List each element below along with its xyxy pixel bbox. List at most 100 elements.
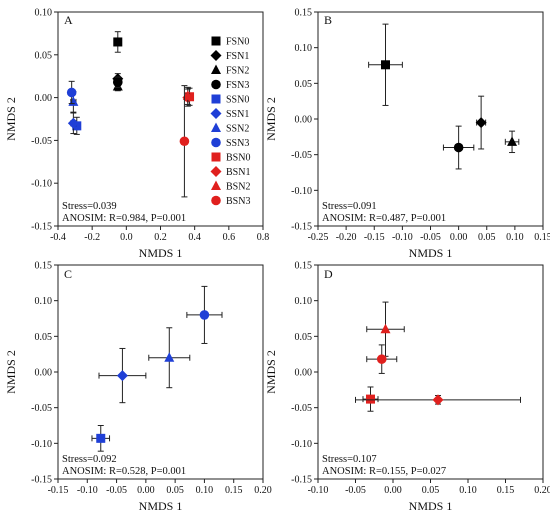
x-tick-label: 0.10 xyxy=(459,485,477,496)
x-tick-label: -0.15 xyxy=(48,485,69,496)
x-tick-label: 0.15 xyxy=(225,485,243,496)
y-tick-label: 0.15 xyxy=(295,8,313,19)
y-tick-label: 0.00 xyxy=(35,93,53,104)
x-tick-label: 0.10 xyxy=(196,485,214,496)
y-tick-label: -0.15 xyxy=(291,475,312,486)
panel-c: -0.15 -0.10 -0.05 0.00 0.05 0.10 0.15 0.20 -0.15… xyxy=(4,261,272,514)
plot-frame xyxy=(317,264,544,480)
x-tick-label: -0.10 xyxy=(308,485,329,496)
legend-marker xyxy=(210,108,222,119)
legend-label: FSN1 xyxy=(226,51,249,62)
data-point-ssn2 xyxy=(148,327,191,389)
circle-marker xyxy=(199,310,210,320)
y-tick-label: -0.15 xyxy=(31,475,52,486)
data-point-fsn0 xyxy=(368,23,403,106)
data-point-fsn0 xyxy=(113,31,123,53)
diamond-marker xyxy=(475,117,487,129)
x-tick-label: 0.6 xyxy=(223,232,236,243)
triangle-marker xyxy=(507,136,518,146)
data-point-fsn1 xyxy=(475,95,487,150)
legend-label: BSN1 xyxy=(226,167,250,178)
legend-marker xyxy=(211,64,221,74)
data-point-ssn0 xyxy=(91,425,111,452)
legend-item-bsn3: BSN3 xyxy=(211,195,250,207)
anosim-text: ANOSIM: R=0.984, P=0.001 xyxy=(62,213,186,224)
legend-marker xyxy=(211,122,221,132)
panel-a: -0.4 -0.2 0.0 0.2 0.4 0.6 0.8 -0.15 -0.10 -0.05 0.… xyxy=(4,8,269,261)
circle-marker xyxy=(179,136,190,147)
y-tick-label: -0.10 xyxy=(291,439,312,450)
x-tick-label: 0.20 xyxy=(254,485,272,496)
data-point-bsn1 xyxy=(355,394,521,406)
x-tick-label: -0.20 xyxy=(336,232,357,243)
legend-marker xyxy=(210,166,222,177)
y-axis-label: NMDS 2 xyxy=(264,350,278,394)
y-tick-label: -0.10 xyxy=(31,439,52,450)
x-tick-label: 0.20 xyxy=(534,485,550,496)
square-marker xyxy=(381,60,390,70)
y-tick-label: 0.10 xyxy=(35,8,53,19)
x-tick-label: 0.15 xyxy=(534,232,550,243)
legend-item-fsn0: FSN0 xyxy=(211,36,249,48)
legend-label: FSN2 xyxy=(226,66,249,77)
data-point-fsn2 xyxy=(504,130,520,154)
y-axis-label: NMDS 2 xyxy=(4,97,18,141)
y-tick-label: 0.15 xyxy=(35,261,53,272)
y-axis-label: NMDS 2 xyxy=(4,350,18,394)
legend-label: FSN0 xyxy=(226,37,249,48)
y-tick-label: -0.05 xyxy=(291,150,312,161)
data-point-bsn3 xyxy=(179,85,190,198)
circle-marker xyxy=(112,77,123,87)
y-tick-label: -0.05 xyxy=(291,403,312,414)
y-tick-label: 0.05 xyxy=(35,50,53,61)
legend-item-ssn1: SSN1 xyxy=(210,108,249,120)
x-tick-label: -0.15 xyxy=(364,232,385,243)
legend-item-fsn2: FSN2 xyxy=(211,64,249,77)
data-point-bsn2 xyxy=(182,86,193,105)
panel-d: -0.10 -0.05 0.00 0.05 0.10 0.15 0.20-0.15-0.10… xyxy=(264,261,550,514)
anosim-text: ANOSIM: R=0.155, P=0.027 xyxy=(322,466,446,477)
x-axis-label: NMDS 1 xyxy=(409,246,453,260)
x-tick-label: 0.4 xyxy=(188,232,201,243)
x-tick-label: 0.15 xyxy=(497,485,515,496)
panel-letter: A xyxy=(64,13,73,27)
y-tick-label: 0.15 xyxy=(295,261,313,272)
plot-frame xyxy=(57,264,264,480)
legend-marker xyxy=(211,180,221,190)
data-point-bsn0 xyxy=(362,386,379,412)
data-point-ssn1 xyxy=(98,347,147,404)
x-tick-label: 0.00 xyxy=(450,232,468,243)
legend: FSN0 FSN1 FSN2 FSN3 SSN0 SSN1 SSN2 SSN3 BSN0 BSN1… xyxy=(210,36,250,207)
x-tick-label: -0.10 xyxy=(77,485,98,496)
legend-marker xyxy=(211,137,221,148)
legend-marker xyxy=(211,195,221,206)
y-tick-label: -0.15 xyxy=(291,222,312,233)
data-point-ssn3 xyxy=(66,80,77,105)
triangle-marker xyxy=(164,352,175,362)
x-tick-label: 0.2 xyxy=(154,232,167,243)
stress-text: Stress=0.092 xyxy=(62,454,117,465)
y-tick-label: -0.10 xyxy=(291,186,312,197)
stress-text: Stress=0.091 xyxy=(322,201,377,212)
legend-item-fsn3: FSN3 xyxy=(211,79,249,91)
diamond-marker xyxy=(432,394,444,406)
plot-frame xyxy=(317,11,544,227)
x-tick-label: -0.4 xyxy=(50,232,66,243)
x-tick-label: -0.05 xyxy=(420,232,441,243)
legend-label: SSN0 xyxy=(226,95,249,106)
anosim-text: ANOSIM: R=0.528, P=0.001 xyxy=(62,466,186,477)
x-tick-label: -0.10 xyxy=(392,232,413,243)
square-marker xyxy=(366,394,375,404)
panel-b: -0.25 -0.20 -0.15 -0.10 -0.05 0.00 0.05 0.10 0.1… xyxy=(264,8,550,261)
x-axis-label: NMDS 1 xyxy=(139,499,183,513)
x-tick-label: -0.05 xyxy=(106,485,127,496)
legend-item-bsn2: BSN2 xyxy=(211,180,250,193)
legend-label: BSN3 xyxy=(226,196,250,207)
legend-marker xyxy=(211,94,221,104)
data-point-fsn3 xyxy=(442,125,475,170)
x-tick-label: 0.10 xyxy=(506,232,524,243)
y-tick-label: 0.10 xyxy=(35,296,53,307)
legend-label: SSN3 xyxy=(226,138,249,149)
data-point-fsn3 xyxy=(112,76,123,88)
